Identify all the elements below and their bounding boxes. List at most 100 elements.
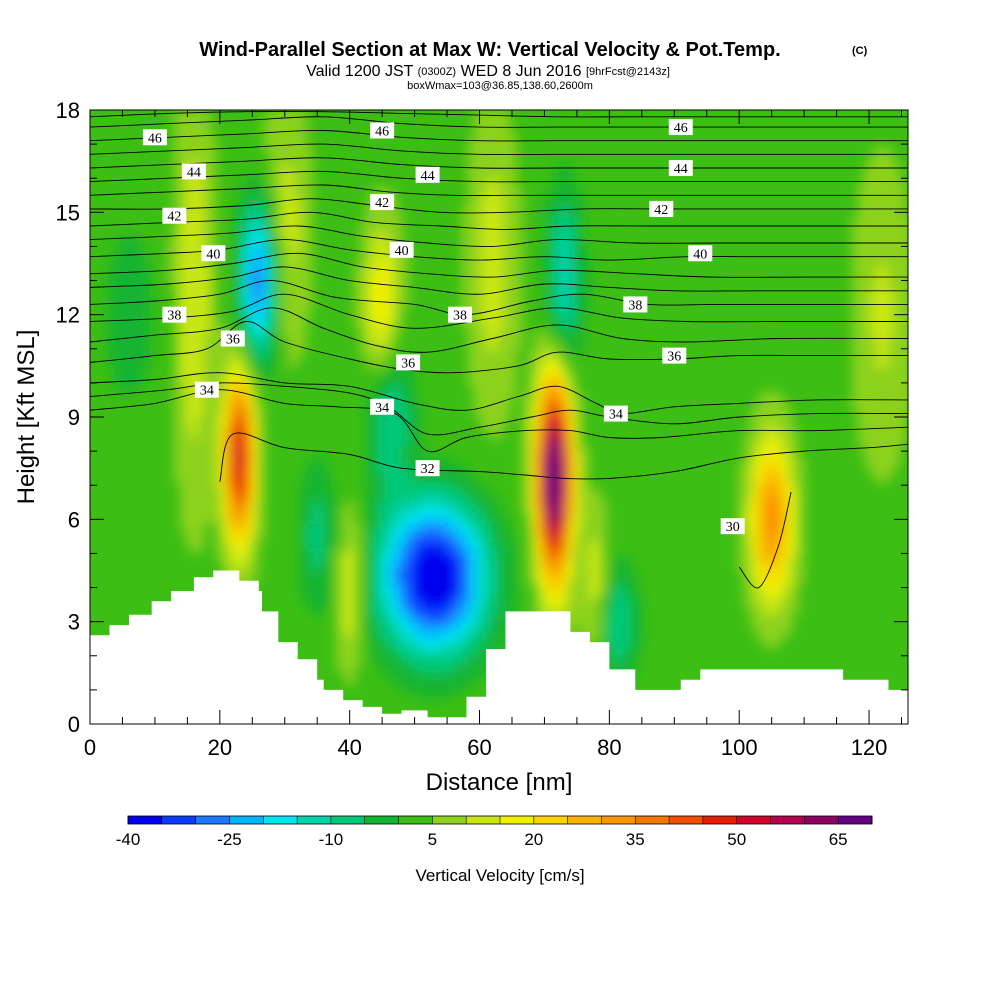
velocity-cell (228, 464, 235, 471)
velocity-cell (180, 482, 187, 489)
velocity-cell (414, 494, 421, 501)
velocity-cell (204, 236, 211, 243)
velocity-cell (852, 344, 859, 351)
velocity-cell (234, 290, 241, 297)
velocity-cell (216, 428, 223, 435)
velocity-cell (282, 218, 289, 225)
velocity-cell (180, 236, 187, 243)
velocity-cell (510, 590, 517, 597)
velocity-cell (306, 518, 313, 525)
velocity-cell (300, 134, 307, 141)
velocity-cell (186, 224, 193, 231)
velocity-cell (408, 500, 415, 507)
velocity-cell (876, 146, 883, 153)
velocity-cell (894, 392, 901, 399)
velocity-cell (576, 602, 583, 609)
velocity-cell (768, 410, 775, 417)
velocity-cell (210, 152, 217, 159)
velocity-cell (762, 392, 769, 399)
velocity-cell (366, 320, 373, 327)
velocity-cell (186, 368, 193, 375)
velocity-cell (906, 296, 908, 303)
velocity-cell (198, 128, 205, 135)
velocity-cell (480, 614, 487, 621)
velocity-cell (408, 458, 415, 465)
velocity-cell (294, 260, 301, 267)
velocity-cell (294, 296, 301, 303)
velocity-cell (252, 524, 259, 531)
velocity-cell (798, 548, 805, 555)
velocity-cell (282, 200, 289, 207)
velocity-cell (204, 410, 211, 417)
velocity-cell (468, 530, 475, 537)
velocity-cell (126, 338, 133, 345)
velocity-cell (576, 548, 583, 555)
velocity-cell (192, 302, 199, 309)
velocity-cell (396, 434, 403, 441)
velocity-cell (372, 584, 379, 591)
velocity-cell (402, 662, 409, 669)
velocity-cell (594, 566, 601, 573)
velocity-cell (768, 422, 775, 429)
velocity-cell (462, 500, 469, 507)
velocity-cell (528, 566, 535, 573)
velocity-cell (792, 476, 799, 483)
velocity-cell (204, 350, 211, 357)
velocity-cell (576, 242, 583, 249)
velocity-cell (492, 566, 499, 573)
velocity-cell (408, 662, 415, 669)
velocity-cell (558, 476, 565, 483)
velocity-cell (270, 296, 277, 303)
velocity-cell (216, 374, 223, 381)
velocity-cell (318, 482, 325, 489)
velocity-cell (582, 608, 589, 615)
velocity-cell (492, 272, 499, 279)
velocity-cell (198, 494, 205, 501)
velocity-cell (894, 308, 901, 315)
velocity-cell (900, 254, 907, 261)
velocity-cell (258, 452, 265, 459)
velocity-cell (186, 404, 193, 411)
velocity-cell (468, 266, 475, 273)
velocity-cell (888, 374, 895, 381)
velocity-cell (258, 296, 265, 303)
velocity-cell (312, 608, 319, 615)
velocity-cell (510, 362, 517, 369)
velocity-cell (204, 140, 211, 147)
velocity-cell (216, 392, 223, 399)
velocity-cell (504, 188, 511, 195)
velocity-cell (498, 290, 505, 297)
velocity-cell (744, 572, 751, 579)
velocity-cell (126, 266, 133, 273)
velocity-cell (282, 212, 289, 219)
velocity-cell (612, 632, 619, 639)
velocity-cell (498, 626, 505, 633)
velocity-cell (486, 392, 493, 399)
velocity-cell (132, 362, 139, 369)
velocity-cell (432, 494, 439, 501)
velocity-cell (900, 338, 907, 345)
velocity-cell (396, 626, 403, 633)
velocity-cell (408, 410, 415, 417)
velocity-cell (450, 674, 457, 681)
velocity-cell (756, 518, 763, 525)
velocity-cell (564, 332, 571, 339)
velocity-cell (132, 272, 139, 279)
velocity-cell (498, 632, 505, 639)
velocity-cell (600, 584, 607, 591)
velocity-cell (870, 362, 877, 369)
velocity-cell (588, 530, 595, 537)
velocity-cell (456, 584, 463, 591)
velocity-cell (246, 254, 253, 261)
velocity-cell (546, 446, 553, 453)
velocity-cell (366, 542, 373, 549)
velocity-cell (870, 188, 877, 195)
velocity-cell (258, 536, 265, 543)
velocity-cell (468, 368, 475, 375)
velocity-cell (498, 560, 505, 567)
velocity-cell (558, 380, 565, 387)
velocity-cell (540, 368, 547, 375)
velocity-cell (390, 440, 397, 447)
velocity-cell (774, 500, 781, 507)
velocity-cell (294, 206, 301, 213)
